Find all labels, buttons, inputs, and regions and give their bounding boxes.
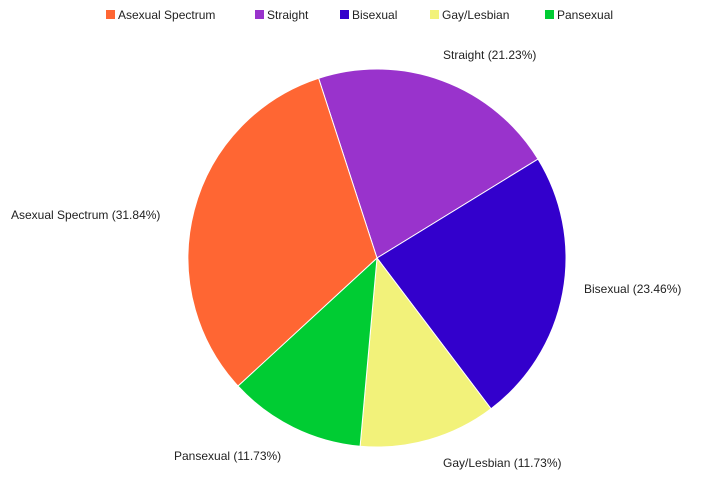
legend-label-bisexual: Bisexual	[352, 8, 397, 22]
pie-slice-bisexual[interactable]	[376, 158, 567, 410]
pie-slices	[187, 68, 567, 448]
legend-item-pansexual[interactable]: Pansexual	[545, 8, 613, 22]
legend-item-bisexual[interactable]: Bisexual	[340, 8, 397, 22]
data-label-asexual-spectrum: Asexual Spectrum (31.84%)	[11, 208, 160, 222]
legend-item-straight[interactable]: Straight	[255, 8, 309, 22]
legend-label-gay-lesbian: Gay/Lesbian	[442, 8, 509, 22]
legend-item-gay-lesbian[interactable]: Gay/Lesbian	[430, 8, 509, 22]
legend-label-straight: Straight	[267, 8, 309, 22]
pie-slice-gay-lesbian[interactable]	[359, 256, 492, 448]
legend-swatch-gay-lesbian	[430, 10, 439, 19]
legend-swatch-straight	[255, 10, 264, 19]
legend: Asexual Spectrum Straight Bisexual Gay/Lesb…	[106, 8, 613, 22]
data-label-straight: Straight (21.23%)	[443, 48, 536, 62]
legend-label-asexual-spectrum: Asexual Spectrum	[118, 8, 215, 22]
data-label-pansexual: Pansexual (11.73%)	[174, 449, 281, 463]
data-label-gay-lesbian: Gay/Lesbian (11.73%)	[443, 456, 562, 470]
legend-swatch-asexual-spectrum	[106, 10, 115, 19]
pie-slice-asexual-spectrum[interactable]	[187, 77, 378, 387]
data-label-bisexual: Bisexual (23.46%)	[584, 282, 681, 296]
legend-swatch-pansexual	[545, 10, 554, 19]
pie-slice-pansexual[interactable]	[237, 256, 378, 447]
legend-swatch-bisexual	[340, 10, 349, 19]
data-labels: Asexual Spectrum (31.84%) Straight (21.23…	[11, 48, 681, 470]
legend-label-pansexual: Pansexual	[557, 8, 613, 22]
pie-slice-straight[interactable]	[317, 68, 539, 259]
legend-item-asexual-spectrum[interactable]: Asexual Spectrum	[106, 8, 215, 22]
